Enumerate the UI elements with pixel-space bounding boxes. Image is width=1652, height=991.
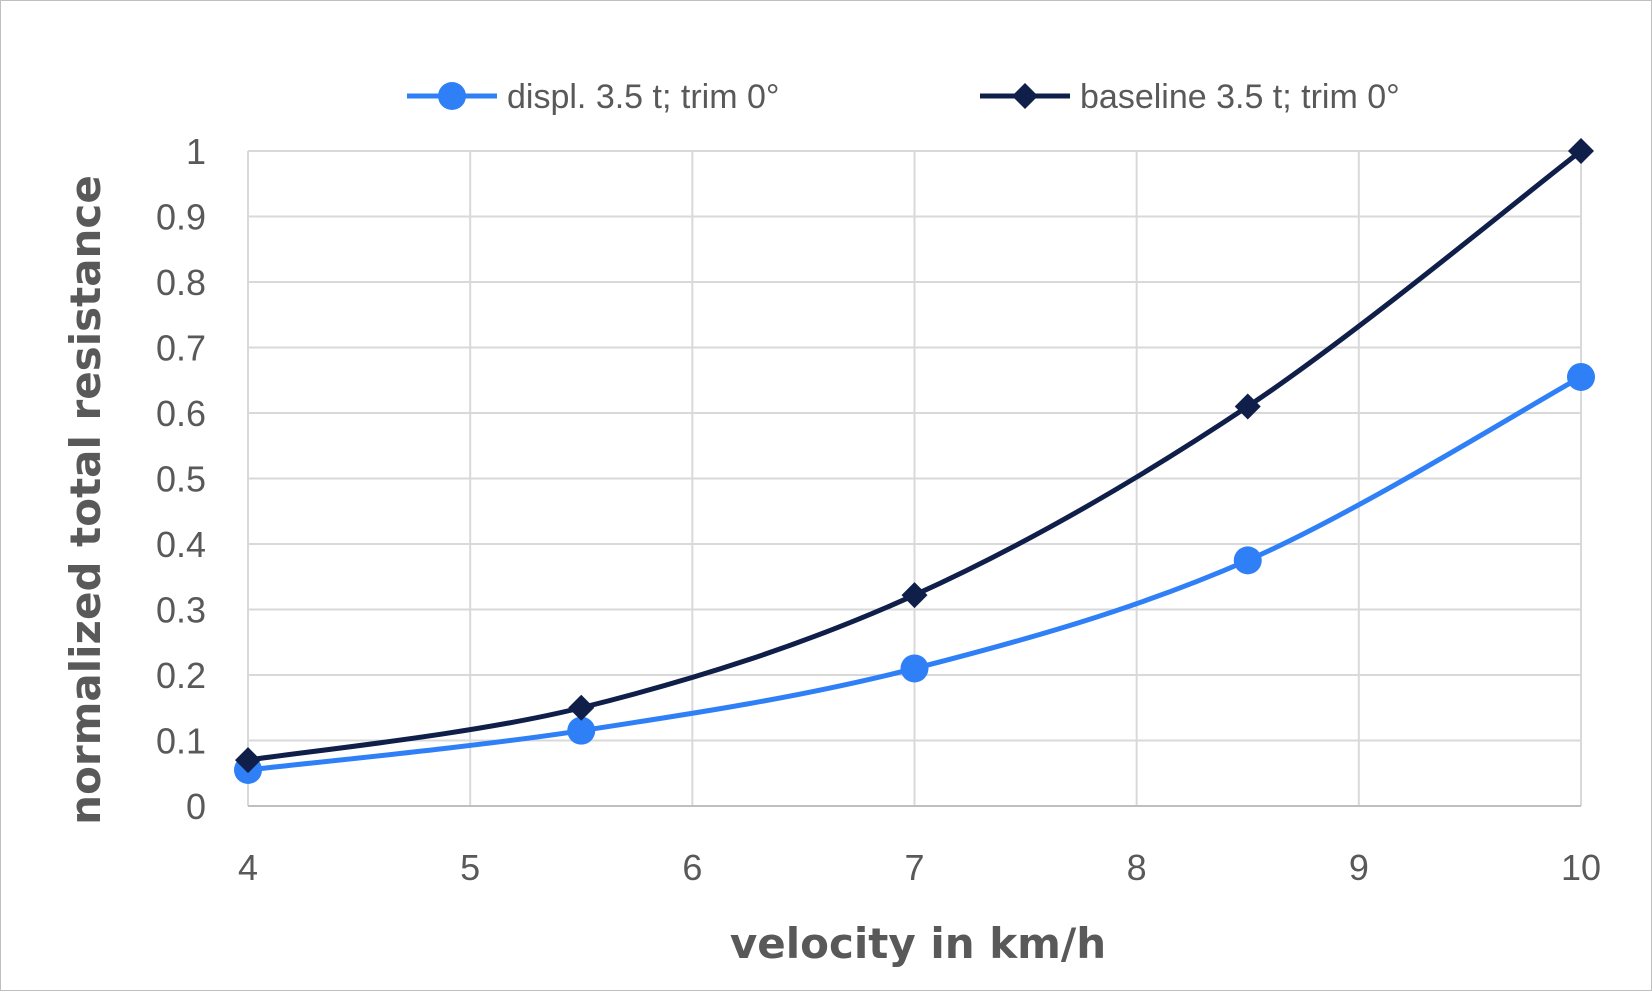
legend-label: displ. 3.5 t; trim 0° (507, 78, 779, 116)
x-tick-label: 9 (1349, 847, 1369, 888)
legend-marker (438, 82, 466, 110)
x-tick-label: 10 (1561, 847, 1601, 888)
series-2 (235, 138, 1594, 774)
x-tick-label: 5 (460, 847, 480, 888)
legend-marker (1012, 83, 1038, 109)
y-tick-label: 0.3 (156, 590, 206, 631)
data-point (900, 654, 929, 683)
axes: 0 0.1 0.2 0.3 0.4 0.5 0.6 0.7 0.8 0.9 1 4 5 6 7 8 9 10 (156, 131, 1601, 888)
legend-item: baseline 3.5 t; trim 0° (980, 78, 1400, 116)
legend-item: displ. 3.5 t; trim 0° (407, 78, 779, 116)
y-tick-label: 0.7 (156, 328, 206, 369)
series-layer (234, 138, 1595, 784)
y-tick-label: 0.8 (156, 262, 206, 303)
data-point (1233, 546, 1262, 575)
y-tick-label: 0.1 (156, 721, 206, 762)
data-point (901, 582, 928, 609)
legend-label: baseline 3.5 t; trim 0° (1080, 78, 1400, 116)
y-tick-label: 0 (186, 786, 206, 827)
y-tick-label: 0.4 (156, 524, 206, 565)
y-tick-label: 0.5 (156, 459, 206, 500)
x-axis-title: velocity in km/h (730, 919, 1106, 968)
data-point (568, 694, 595, 721)
data-point (567, 716, 596, 745)
legend: displ. 3.5 t; trim 0° baseline 3.5 t; tri… (407, 78, 1400, 116)
grid (248, 150, 1582, 806)
data-point (1567, 362, 1595, 391)
series-1 (234, 362, 1595, 784)
x-tick-label: 7 (904, 847, 924, 888)
y-tick-label: 0.2 (156, 655, 206, 696)
x-tick-label: 8 (1127, 847, 1147, 888)
x-tick-label: 6 (682, 847, 702, 888)
y-tick-label: 1 (186, 131, 206, 172)
y-axis-title: normalized total resistance (61, 175, 110, 825)
data-point (235, 747, 261, 774)
data-point (1234, 393, 1261, 420)
data-point (1568, 138, 1594, 164)
y-tick-label: 0.9 (156, 197, 206, 238)
x-tick-label: 4 (238, 847, 258, 888)
y-tick-label: 0.6 (156, 393, 206, 434)
